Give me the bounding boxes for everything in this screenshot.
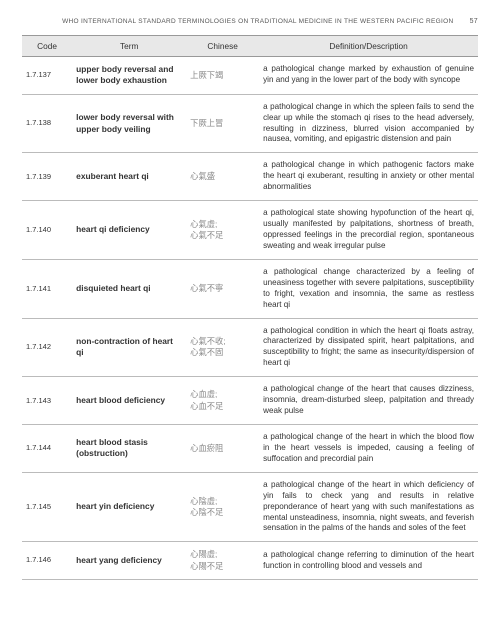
cell-definition: a pathological state showing hypofunctio…	[259, 201, 478, 260]
cell-code: 1.7.146	[22, 542, 72, 579]
cell-chinese: 心血瘀阻	[186, 424, 259, 472]
cell-chinese: 上厥下竭	[186, 57, 259, 95]
table-row: 1.7.144heart blood stasis (obstruction)心…	[22, 424, 478, 472]
cell-code: 1.7.138	[22, 94, 72, 153]
cell-definition: a pathological change in which the splee…	[259, 94, 478, 153]
table-row: 1.7.139exuberant heart qi心氣盛a pathologic…	[22, 153, 478, 201]
cell-term: exuberant heart qi	[72, 153, 186, 201]
page-header: WHO INTERNATIONAL STANDARD TERMINOLOGIES…	[22, 18, 478, 25]
cell-code: 1.7.139	[22, 153, 72, 201]
cell-term: heart yang deficiency	[72, 542, 186, 579]
cell-code: 1.7.142	[22, 318, 72, 377]
cell-chinese: 心血虛;心血不足	[186, 377, 259, 425]
cell-term: heart blood stasis (obstruction)	[72, 424, 186, 472]
table-row: 1.7.146heart yang deficiency心陽虛;心陽不足a pa…	[22, 542, 478, 579]
cell-code: 1.7.143	[22, 377, 72, 425]
cell-code: 1.7.144	[22, 424, 72, 472]
col-code: Code	[22, 36, 72, 57]
table-header-row: Code Term Chinese Definition/Description	[22, 36, 478, 57]
table-row: 1.7.143heart blood deficiency心血虛;心血不足a p…	[22, 377, 478, 425]
cell-chinese: 心陽虛;心陽不足	[186, 542, 259, 579]
cell-chinese: 心氣盛	[186, 153, 259, 201]
table-row: 1.7.145heart yin deficiency心陰虛;心陰不足a pat…	[22, 472, 478, 542]
cell-term: heart qi deficiency	[72, 201, 186, 260]
cell-definition: a pathological change marked by exhausti…	[259, 57, 478, 95]
table-row: 1.7.141disquieted heart qi心氣不寧a patholog…	[22, 259, 478, 318]
cell-chinese: 心氣虛;心氣不足	[186, 201, 259, 260]
cell-definition: a pathological change characterized by a…	[259, 259, 478, 318]
col-term: Term	[72, 36, 186, 57]
cell-chinese: 心氣不收;心氣不固	[186, 318, 259, 377]
header-title: WHO INTERNATIONAL STANDARD TERMINOLOGIES…	[62, 18, 453, 25]
cell-code: 1.7.137	[22, 57, 72, 95]
cell-chinese: 心氣不寧	[186, 259, 259, 318]
table-row: 1.7.142non-contraction of heart qi心氣不收;心…	[22, 318, 478, 377]
cell-term: upper body reversal and lower body exhau…	[72, 57, 186, 95]
page-number: 57	[470, 18, 478, 25]
cell-code: 1.7.145	[22, 472, 72, 542]
cell-term: non-contraction of heart qi	[72, 318, 186, 377]
cell-code: 1.7.140	[22, 201, 72, 260]
cell-term: lower body reversal with upper body veil…	[72, 94, 186, 153]
cell-code: 1.7.141	[22, 259, 72, 318]
cell-chinese: 下厥上冒	[186, 94, 259, 153]
col-definition: Definition/Description	[259, 36, 478, 57]
table-row: 1.7.137upper body reversal and lower bod…	[22, 57, 478, 95]
cell-definition: a pathological change of the heart in wh…	[259, 424, 478, 472]
table-row: 1.7.140heart qi deficiency心氣虛;心氣不足a path…	[22, 201, 478, 260]
cell-definition: a pathological change of the heart that …	[259, 377, 478, 425]
table-row: 1.7.138lower body reversal with upper bo…	[22, 94, 478, 153]
cell-definition: a pathological condition in which the he…	[259, 318, 478, 377]
cell-term: heart blood deficiency	[72, 377, 186, 425]
cell-term: heart yin deficiency	[72, 472, 186, 542]
cell-definition: a pathological change in which pathogeni…	[259, 153, 478, 201]
cell-term: disquieted heart qi	[72, 259, 186, 318]
cell-definition: a pathological change of the heart in wh…	[259, 472, 478, 542]
cell-chinese: 心陰虛;心陰不足	[186, 472, 259, 542]
col-chinese: Chinese	[186, 36, 259, 57]
cell-definition: a pathological change referring to dimin…	[259, 542, 478, 579]
terminology-table: Code Term Chinese Definition/Description…	[22, 35, 478, 580]
